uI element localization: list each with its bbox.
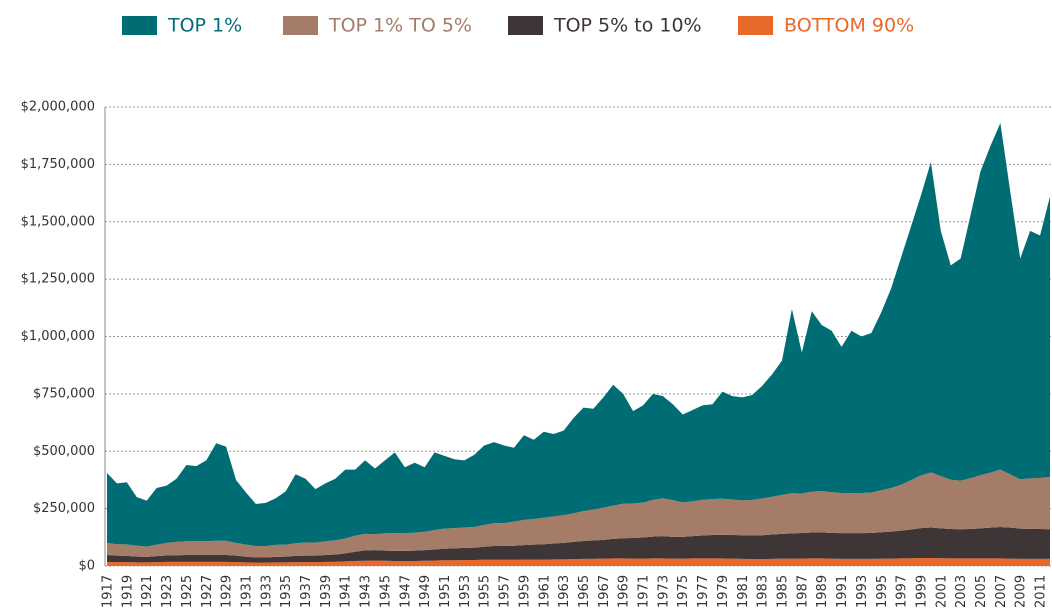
x-tick-label: 2011 (1034, 575, 1049, 608)
x-tick-label: 1919 (120, 575, 135, 608)
legend-label: TOP 5% to 10% (553, 15, 702, 37)
x-tick-label: 1921 (140, 575, 155, 608)
legend-label: BOTTOM 90% (784, 15, 914, 37)
x-tick-label: 1927 (200, 575, 215, 608)
y-tick-label: $500,000 (33, 444, 95, 459)
x-tick-label: 2001 (934, 575, 949, 608)
x-tick-label: 1999 (914, 575, 929, 608)
area (107, 557, 1050, 566)
x-tick-label: 1963 (557, 575, 572, 608)
x-tick-label: 1937 (299, 575, 314, 608)
x-tick-label: 1977 (696, 575, 711, 608)
x-tick-label: 2003 (954, 575, 969, 608)
x-tick-label: 1973 (656, 575, 671, 608)
x-tick-label: 1923 (160, 575, 175, 608)
x-tick-label: 1955 (478, 575, 493, 608)
x-tick-label: 1931 (239, 575, 254, 608)
x-tick-label: 1985 (775, 575, 790, 608)
x-tick-label: 1983 (756, 575, 771, 608)
x-tick-label: 1949 (418, 575, 433, 608)
x-tick-label: 2007 (994, 575, 1009, 608)
x-tick-label: 1969 (617, 575, 632, 608)
x-tick-label: 1947 (398, 575, 413, 608)
legend-swatch (283, 16, 318, 35)
x-tick-label: 1987 (795, 575, 810, 608)
x-tick-label: 1965 (577, 575, 592, 608)
y-tick-label: $1,750,000 (21, 157, 95, 172)
legend-swatch (508, 16, 543, 35)
y-tick-label: $1,000,000 (21, 329, 95, 344)
y-tick-label: $1,500,000 (21, 214, 95, 229)
area (107, 526, 1050, 563)
x-tick-label: 1979 (716, 575, 731, 608)
x-tick-label: 2005 (974, 575, 989, 608)
legend-swatch (738, 16, 773, 35)
x-tick-label: 1953 (458, 575, 473, 608)
x-tick-label: 1929 (220, 575, 235, 608)
x-tick-label: 1961 (537, 575, 552, 608)
x-tick-label: 1951 (438, 575, 453, 608)
x-tick-label: 1925 (180, 575, 195, 608)
x-tick-label: 1957 (498, 575, 513, 608)
legend-label: TOP 1% TO 5% (328, 15, 472, 37)
y-tick-label: $2,000,000 (21, 100, 95, 115)
x-tick-label: 1935 (279, 575, 294, 608)
area (107, 469, 1050, 558)
y-tick-label: $250,000 (33, 501, 95, 516)
area (107, 123, 1050, 547)
x-tick-label: 1991 (835, 575, 850, 608)
x-tick-label: 1967 (597, 575, 612, 608)
x-tick-label: 1945 (378, 575, 393, 608)
x-tick-label: 1993 (855, 575, 870, 608)
x-tick-label: 1975 (676, 575, 691, 608)
x-tick-label: 1933 (259, 575, 274, 608)
x-tick-label: 1939 (319, 575, 334, 608)
x-tick-label: 1995 (875, 575, 890, 608)
x-tick-label: 1943 (359, 575, 374, 608)
y-tick-label: $1,250,000 (21, 272, 95, 287)
y-tick-label: $0 (78, 559, 95, 574)
x-tick-label: 1981 (736, 575, 751, 608)
x-tick-label: 1959 (517, 575, 532, 608)
x-tick-label: 1989 (815, 575, 830, 608)
x-tick-label: 1917 (101, 575, 116, 608)
x-tick-label: 1997 (895, 575, 910, 608)
x-tick-label: 1971 (637, 575, 652, 608)
legend-swatch (122, 16, 157, 35)
y-tick-label: $750,000 (33, 386, 95, 401)
x-tick-label: 2009 (1014, 575, 1029, 608)
x-tick-label: 1941 (339, 575, 354, 608)
legend-label: TOP 1% (167, 15, 242, 37)
